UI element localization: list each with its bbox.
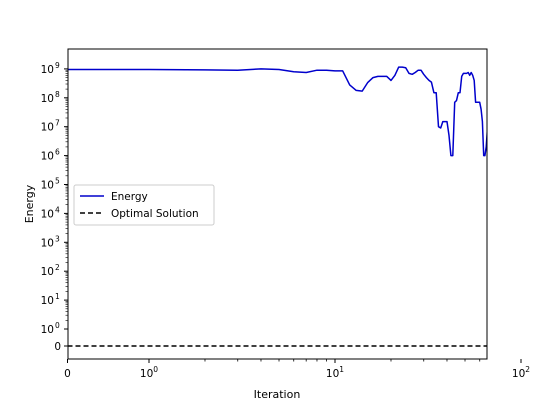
x-tick-label-1: 100	[140, 365, 158, 380]
y-tick-label-4: 103	[41, 234, 60, 249]
series-line-0	[68, 66, 487, 157]
series-layer	[68, 66, 487, 347]
x-tick-label-0: 0	[64, 368, 71, 380]
y-tick-label-9: 108	[41, 90, 60, 105]
y-axis-label: Energy	[23, 184, 36, 223]
y-tick-label-3: 102	[41, 263, 60, 278]
y-tick-label-7: 106	[41, 148, 60, 163]
y-tick-label-5: 104	[41, 205, 60, 220]
plot-area	[67, 48, 488, 360]
x-tick-label-2: 101	[326, 365, 344, 380]
legend: Energy Optimal Solution	[73, 184, 215, 226]
y-tick-label-0: 0	[54, 341, 61, 353]
y-tick-label-2: 101	[41, 292, 60, 307]
y-axis-ticks: 0 100 101 102 103 104 105 106 107 108 109	[41, 61, 68, 353]
y-tick-label-10: 109	[41, 61, 60, 76]
legend-box	[73, 184, 215, 226]
x-axis-label: Iteration	[254, 388, 301, 401]
y-tick-label-6: 105	[41, 177, 60, 192]
x-axis-ticks: 0 100 101 102	[64, 359, 530, 380]
x-tick-label-3: 102	[512, 365, 530, 380]
y-tick-label-1: 100	[41, 321, 60, 336]
legend-optimal-label: Optimal Solution	[111, 208, 199, 220]
legend-energy-label: Energy	[111, 191, 148, 203]
y-tick-label-8: 107	[41, 119, 60, 134]
plot-frame	[67, 48, 488, 360]
